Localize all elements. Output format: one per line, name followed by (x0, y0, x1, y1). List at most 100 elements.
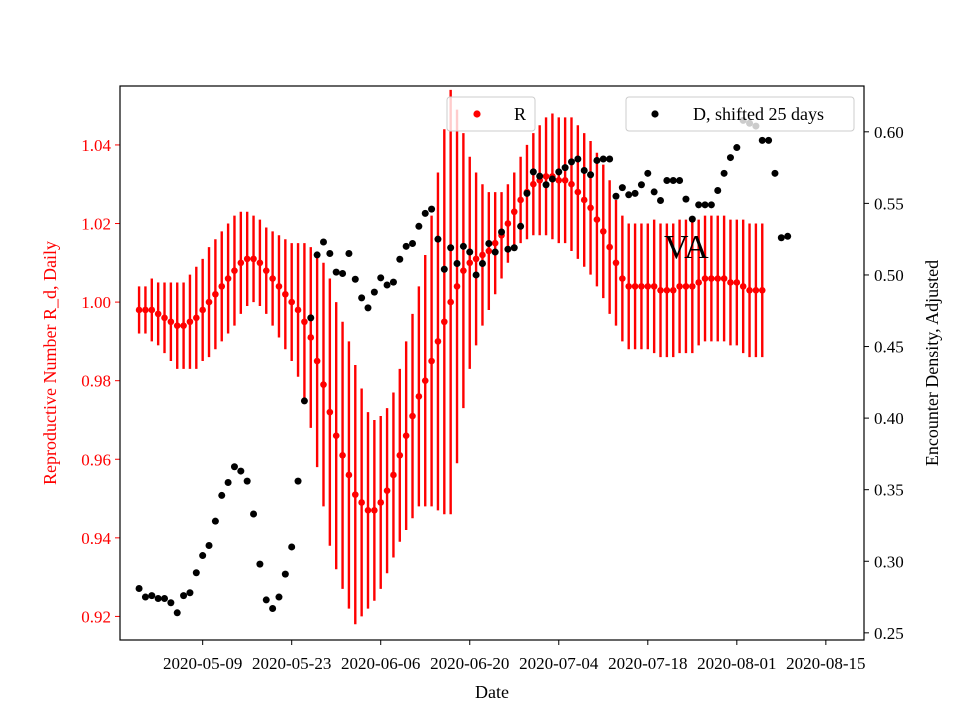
d-point (211, 517, 219, 525)
d-point (256, 560, 264, 568)
r-point (167, 318, 175, 326)
r-point (345, 471, 353, 479)
d-point (440, 265, 448, 273)
r-point (689, 283, 696, 290)
r-point (218, 283, 226, 290)
r-point (606, 243, 613, 251)
left-y-tick-label: 0.96 (81, 450, 111, 469)
r-point (415, 393, 423, 400)
d-point (612, 192, 620, 200)
d-point (377, 274, 385, 282)
r-point (530, 180, 537, 188)
r-point (733, 279, 741, 286)
r-point (619, 275, 626, 282)
d-point (485, 239, 493, 247)
d-point (580, 166, 588, 174)
d-point (536, 172, 544, 180)
r-point (746, 287, 753, 294)
d-point (663, 176, 671, 184)
x-axis-label: Date (475, 682, 509, 702)
d-point (351, 275, 359, 283)
d-point (396, 255, 404, 263)
d-point (650, 188, 658, 196)
r-point (479, 251, 486, 259)
r-point (377, 499, 385, 506)
d-point (199, 552, 207, 560)
d-point (555, 168, 563, 176)
d-point (364, 304, 372, 312)
d-point (466, 248, 474, 256)
d-point (275, 593, 283, 601)
r-point (485, 247, 493, 255)
r-point (212, 290, 219, 298)
d-point (657, 197, 665, 205)
r-point (307, 334, 315, 341)
d-point (173, 609, 181, 617)
plot-frame (119, 85, 865, 641)
r-point (142, 306, 149, 314)
r-point (256, 259, 264, 267)
d-point (300, 397, 308, 405)
d-point (707, 201, 715, 209)
d-point (237, 467, 245, 475)
r-point (460, 267, 467, 274)
annotation-va: VA (664, 229, 709, 266)
r-point (466, 259, 474, 267)
r-point (517, 196, 524, 204)
r-point (587, 204, 594, 212)
right-y-tick-label: 0.35 (874, 481, 904, 500)
d-point (459, 242, 467, 250)
d-point (186, 589, 194, 597)
r-point (720, 275, 728, 282)
r-point (663, 287, 671, 294)
d-points (135, 116, 792, 617)
r-point (650, 283, 658, 290)
r-point (364, 507, 372, 514)
d-point (370, 288, 378, 296)
right-y-tick-label: 0.40 (874, 409, 904, 428)
d-point (688, 215, 696, 223)
d-point (447, 244, 455, 252)
d-point (358, 294, 366, 302)
r-point (205, 298, 213, 306)
d-point (428, 205, 436, 213)
d-point (567, 158, 575, 166)
d-point (415, 222, 423, 230)
r-point (390, 471, 397, 479)
r-point (231, 267, 238, 274)
d-point (409, 239, 417, 247)
d-point (733, 144, 741, 152)
d-point (504, 245, 512, 253)
r-point (739, 283, 747, 290)
r-point (409, 412, 416, 420)
r-point (682, 283, 690, 290)
x-tick-label: 2020-07-18 (608, 654, 687, 673)
d-point (148, 592, 156, 600)
d-point (383, 281, 391, 289)
d-point (701, 201, 709, 209)
d-point (294, 477, 302, 485)
d-point (180, 592, 188, 600)
r-point (351, 491, 359, 498)
d-point (625, 191, 633, 199)
r-point (625, 283, 633, 290)
r-point (574, 188, 582, 196)
r-point (428, 357, 435, 365)
d-point (669, 176, 677, 184)
r-point (612, 259, 620, 267)
d-point (498, 228, 506, 236)
r-point (599, 228, 607, 235)
r-point (269, 275, 276, 282)
d-point (135, 584, 143, 592)
r-point (396, 452, 404, 459)
d-point (726, 154, 734, 162)
d-point (542, 181, 550, 189)
d-point (682, 195, 690, 203)
r-point (453, 283, 461, 290)
r-point (504, 220, 512, 227)
r-point (727, 279, 734, 286)
r-point (135, 306, 143, 314)
d-point (644, 169, 652, 177)
d-point (141, 593, 149, 601)
